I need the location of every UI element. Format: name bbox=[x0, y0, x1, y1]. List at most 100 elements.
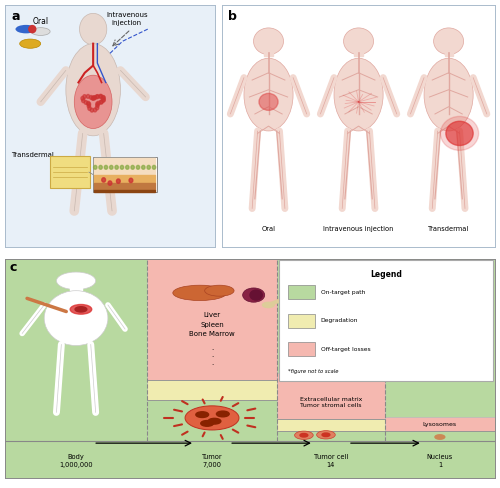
Text: Intravenous injection: Intravenous injection bbox=[324, 225, 394, 231]
Text: Oral: Oral bbox=[262, 225, 276, 231]
Circle shape bbox=[216, 411, 229, 417]
Circle shape bbox=[116, 179, 120, 183]
Bar bbox=[444, 43, 452, 56]
Circle shape bbox=[254, 28, 284, 55]
Bar bbox=[147, 259, 277, 380]
Ellipse shape bbox=[44, 291, 108, 346]
Bar bbox=[277, 373, 385, 419]
Circle shape bbox=[108, 181, 112, 185]
Circle shape bbox=[80, 13, 107, 45]
Text: b: b bbox=[228, 10, 236, 23]
Circle shape bbox=[152, 165, 156, 169]
Ellipse shape bbox=[16, 25, 36, 33]
Text: Oral: Oral bbox=[32, 17, 48, 26]
Circle shape bbox=[185, 406, 239, 430]
Text: Nucleus
1: Nucleus 1 bbox=[427, 454, 453, 468]
Bar bbox=[94, 175, 156, 183]
Text: Liver
Spleen
Bone Marrow: Liver Spleen Bone Marrow bbox=[189, 312, 235, 337]
Text: Off-target losses: Off-target losses bbox=[320, 347, 370, 352]
Circle shape bbox=[110, 165, 113, 169]
Circle shape bbox=[100, 100, 103, 104]
Bar bbox=[288, 342, 314, 357]
FancyBboxPatch shape bbox=[92, 157, 157, 192]
Bar bbox=[264, 43, 272, 56]
Ellipse shape bbox=[173, 285, 227, 301]
Circle shape bbox=[262, 302, 274, 307]
Circle shape bbox=[434, 28, 464, 55]
Text: .
.
.: . . . bbox=[211, 345, 213, 366]
Bar bbox=[94, 190, 156, 192]
Circle shape bbox=[96, 106, 98, 110]
Circle shape bbox=[322, 433, 330, 437]
Circle shape bbox=[208, 418, 221, 424]
Circle shape bbox=[142, 165, 145, 169]
Text: Legend: Legend bbox=[370, 270, 402, 279]
Ellipse shape bbox=[242, 288, 264, 302]
Text: Tumor
7,000: Tumor 7,000 bbox=[202, 454, 222, 468]
Circle shape bbox=[92, 96, 95, 100]
Circle shape bbox=[96, 103, 99, 107]
Circle shape bbox=[97, 101, 100, 105]
Bar bbox=[277, 419, 385, 431]
Circle shape bbox=[446, 121, 473, 145]
Circle shape bbox=[102, 98, 106, 102]
Text: Extracellular matrix
Tumor stromal cells: Extracellular matrix Tumor stromal cells bbox=[300, 397, 362, 408]
Circle shape bbox=[100, 100, 102, 104]
Text: c: c bbox=[10, 261, 18, 274]
Bar bbox=[147, 400, 277, 441]
Ellipse shape bbox=[20, 39, 40, 48]
Circle shape bbox=[84, 101, 87, 104]
Text: Tumor cell
14: Tumor cell 14 bbox=[314, 454, 348, 468]
Bar bbox=[288, 285, 314, 300]
Circle shape bbox=[88, 102, 90, 106]
Circle shape bbox=[196, 412, 208, 417]
Bar bbox=[277, 431, 385, 441]
Bar bbox=[89, 32, 98, 43]
Ellipse shape bbox=[31, 28, 50, 36]
Text: On-target path: On-target path bbox=[320, 290, 365, 295]
Text: a: a bbox=[12, 10, 20, 23]
Circle shape bbox=[93, 96, 96, 100]
Ellipse shape bbox=[250, 290, 262, 300]
Circle shape bbox=[259, 93, 278, 110]
Circle shape bbox=[96, 95, 100, 99]
Bar bbox=[94, 183, 156, 190]
Circle shape bbox=[83, 95, 86, 99]
Bar bbox=[385, 431, 495, 441]
Ellipse shape bbox=[244, 58, 293, 131]
Text: Body
1,000,000: Body 1,000,000 bbox=[59, 454, 93, 468]
Circle shape bbox=[102, 96, 105, 100]
Circle shape bbox=[102, 178, 106, 182]
Circle shape bbox=[100, 95, 103, 99]
Circle shape bbox=[102, 98, 105, 102]
Circle shape bbox=[96, 102, 99, 106]
Circle shape bbox=[94, 108, 96, 112]
Bar bbox=[94, 158, 156, 175]
Circle shape bbox=[87, 104, 90, 108]
Ellipse shape bbox=[74, 75, 112, 128]
Bar bbox=[354, 43, 362, 56]
Circle shape bbox=[300, 433, 308, 437]
Circle shape bbox=[82, 99, 85, 102]
Circle shape bbox=[102, 96, 105, 100]
Circle shape bbox=[56, 272, 96, 289]
Text: *figure not to scale: *figure not to scale bbox=[288, 368, 338, 373]
Ellipse shape bbox=[28, 25, 36, 33]
Text: Degradation: Degradation bbox=[320, 318, 358, 323]
Circle shape bbox=[88, 106, 91, 110]
Circle shape bbox=[90, 108, 94, 112]
Circle shape bbox=[136, 165, 140, 169]
Circle shape bbox=[440, 117, 478, 150]
Text: Transdermal: Transdermal bbox=[12, 152, 54, 158]
Circle shape bbox=[86, 95, 90, 99]
Bar bbox=[288, 314, 314, 328]
Circle shape bbox=[120, 165, 124, 169]
FancyBboxPatch shape bbox=[50, 157, 90, 188]
Circle shape bbox=[98, 94, 102, 98]
Circle shape bbox=[131, 165, 134, 169]
Circle shape bbox=[91, 96, 94, 100]
Circle shape bbox=[81, 97, 84, 100]
Circle shape bbox=[344, 28, 374, 55]
Circle shape bbox=[435, 435, 445, 439]
Bar bbox=[385, 417, 495, 431]
